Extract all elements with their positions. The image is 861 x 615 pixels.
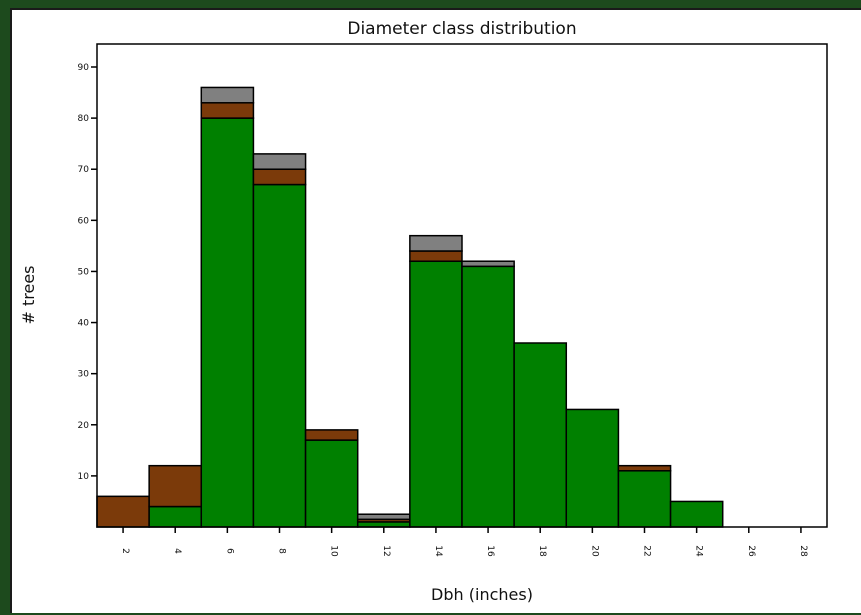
bar-24-series-0 — [669, 500, 724, 528]
bar-14-series-1 — [409, 250, 463, 262]
bar-22-series-0 — [617, 470, 672, 528]
bar-4-series-1 — [148, 464, 203, 508]
x-tick-label-14: 14 — [433, 545, 443, 557]
bar-8-series-1 — [252, 168, 307, 186]
bar-6-series-1 — [200, 102, 255, 119]
bar-6-series-0 — [200, 117, 255, 528]
bar-18-series-0 — [513, 342, 568, 528]
y-tick-label-50: 50 — [78, 267, 90, 277]
bar-10-series-1 — [304, 429, 359, 441]
x-tick-label-26: 26 — [746, 545, 756, 557]
y-tick-label-30: 30 — [78, 370, 90, 380]
y-axis-title: # trees — [19, 265, 38, 324]
y-tick-label-70: 70 — [78, 165, 90, 175]
bar-10-series-0 — [304, 439, 359, 528]
bar-6-series-2 — [200, 86, 255, 104]
x-tick-label-24: 24 — [694, 545, 704, 557]
x-tick-label-16: 16 — [485, 545, 495, 557]
bar-14-series-2 — [409, 234, 463, 252]
x-tick-label-8: 8 — [277, 548, 287, 554]
y-tick-label-20: 20 — [78, 421, 90, 431]
bar-16-series-2 — [461, 260, 515, 268]
x-tick-label-12: 12 — [381, 545, 391, 556]
bar-20-series-0 — [565, 408, 620, 528]
bar-16-series-0 — [461, 265, 515, 528]
y-tick-label-60: 60 — [78, 216, 90, 226]
bar-12-series-2 — [356, 513, 411, 521]
diameter-chart: Diameter class distribution 10 20 30 40 50 60 7… — [19, 19, 828, 604]
chart-title: Diameter class distribution — [347, 19, 576, 39]
bar-2-series-1 — [96, 495, 150, 528]
y-tick-label-10: 10 — [78, 472, 90, 482]
bar-4-series-0 — [148, 505, 203, 528]
bar-8-series-0 — [252, 183, 307, 528]
x-tick-label-10: 10 — [329, 545, 339, 557]
bar-14-series-0 — [409, 260, 463, 528]
x-axis-title: Dbh (inches) — [431, 585, 533, 604]
x-tick-label-6: 6 — [224, 548, 234, 554]
x-tick-label-2: 2 — [120, 548, 130, 554]
chart-frame: Diameter class distribution 10 20 30 40 50 60 7… — [10, 8, 861, 613]
x-tick-label-4: 4 — [172, 548, 182, 554]
x-tick-label-22: 22 — [642, 545, 652, 556]
bar-22-series-1 — [617, 464, 672, 472]
y-tick-label-90: 90 — [78, 63, 90, 73]
bar-8-series-2 — [252, 153, 307, 170]
y-tick-label-80: 80 — [78, 114, 90, 124]
y-tick-label-40: 40 — [78, 319, 90, 329]
x-tick-label-20: 20 — [589, 545, 599, 557]
x-tick-label-28: 28 — [798, 545, 808, 557]
x-tick-label-18: 18 — [537, 545, 547, 557]
bar-12-series-0 — [356, 521, 411, 528]
plot-border — [96, 43, 828, 528]
